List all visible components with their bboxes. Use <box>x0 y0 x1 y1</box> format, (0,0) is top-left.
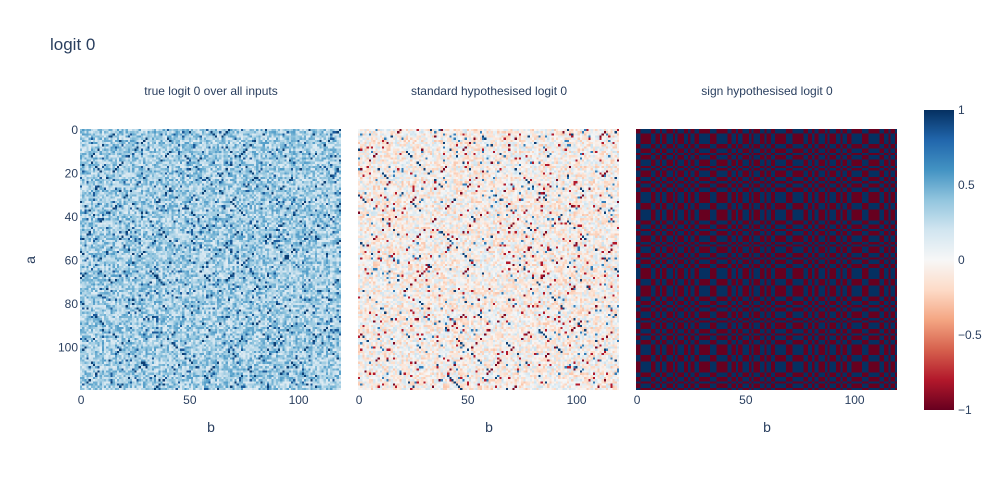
colorbar-tick-label: −1 <box>958 403 972 417</box>
x-tick-label: 100 <box>567 393 587 407</box>
subplot-title-2: standard hypothesised logit 0 <box>411 84 567 98</box>
heatmap-sign-hypothesised <box>636 129 897 390</box>
heatmap-cells <box>358 129 619 390</box>
axis-ticks: 0 50 100 0 20 40 60 80 100 0 50 100 0 50 100 <box>58 123 865 407</box>
heatmap-true-logit <box>80 129 341 390</box>
subplot-title-1: true logit 0 over all inputs <box>144 84 277 98</box>
colorbar-ticks: 1 0.5 0 −0.5 −1 <box>958 103 982 417</box>
colorbar-tick-label: −0.5 <box>958 328 982 342</box>
colorbar-tick-label: 1 <box>958 103 965 117</box>
x-axis-label-1: b <box>207 419 215 435</box>
x-tick-label: 50 <box>183 393 197 407</box>
y-tick-label: 100 <box>58 341 78 355</box>
heatmap-standard-hypothesised <box>358 129 619 390</box>
y-tick-label: 0 <box>71 123 78 137</box>
x-axis-label-3: b <box>763 419 771 435</box>
y-tick-label: 20 <box>65 167 79 181</box>
x-tick-label: 50 <box>461 393 475 407</box>
colorbar-tick-label: 0 <box>958 253 965 267</box>
y-tick-label: 60 <box>65 254 79 268</box>
figure-title: logit 0 <box>50 35 95 54</box>
x-tick-label: 50 <box>739 393 753 407</box>
colorbar <box>924 110 954 410</box>
colorbar-tick-label: 0.5 <box>958 178 975 192</box>
x-tick-label: 0 <box>634 393 641 407</box>
heatmap-cells <box>80 129 341 390</box>
y-tick-label: 80 <box>65 297 79 311</box>
x-tick-label: 100 <box>289 393 309 407</box>
x-axis-label-2: b <box>485 419 493 435</box>
x-tick-label: 100 <box>845 393 865 407</box>
y-axis-label: a <box>22 256 38 264</box>
y-tick-label: 40 <box>65 210 79 224</box>
x-tick-label: 0 <box>78 393 85 407</box>
heatmap-cells <box>636 129 897 390</box>
subplot-title-3: sign hypothesised logit 0 <box>701 84 833 98</box>
x-tick-label: 0 <box>356 393 363 407</box>
